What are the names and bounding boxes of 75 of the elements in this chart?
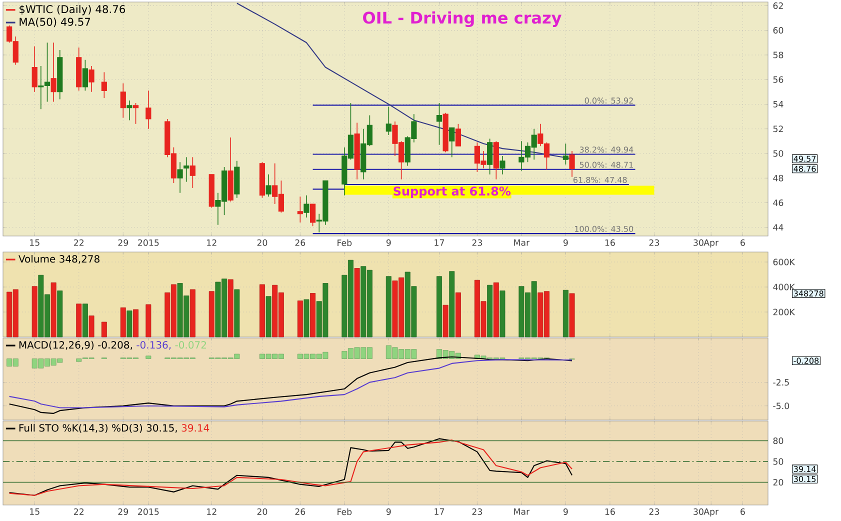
x-tick-label: 26: [295, 239, 306, 246]
x-tick-label: 9: [386, 508, 391, 515]
x-tick-label: 6: [740, 239, 745, 246]
y-tick-label: 50: [773, 458, 784, 465]
x-tick-label: Feb: [338, 508, 352, 516]
x-tick-label: 2015: [138, 239, 159, 246]
x-tick-label: Apr: [704, 508, 719, 516]
x-tick-label: 17: [434, 508, 444, 515]
x-tick-label: 29: [118, 239, 128, 246]
x-tick-label: 26: [295, 508, 306, 515]
x-tick-label: 17: [434, 239, 444, 246]
y-tick-label: 52: [773, 126, 783, 132]
x-tick-label: 9: [563, 239, 568, 246]
x-tick-label: 20: [257, 239, 268, 246]
x-tick-label: 29: [118, 508, 128, 515]
x-tick-label: 16: [605, 239, 615, 246]
x-tick-label: Apr: [704, 239, 719, 248]
y-tick-label: 600K: [773, 258, 796, 266]
text: 30.15: [794, 476, 816, 482]
annotation: Support at 61.8%: [394, 186, 511, 198]
series-label: -0.072: [175, 341, 206, 349]
text: 39.14: [794, 466, 816, 472]
x-tick-label: Feb: [338, 239, 352, 246]
x-tick-label: 22: [74, 239, 84, 246]
series-label: 100.0%: 43.50: [575, 226, 634, 232]
y-tick-label: 20: [773, 478, 784, 486]
x-tick-label: 23: [472, 508, 482, 515]
y-tick-label: 58: [773, 52, 784, 58]
y-tick-label: -5.0: [773, 402, 790, 410]
x-tick-label: 23: [472, 239, 482, 246]
text: -0.136,: [136, 341, 171, 350]
legend-label: MA(50) 49.57: [20, 18, 90, 28]
x-tick-label: 12: [207, 508, 216, 515]
x-tick-label: 2015: [138, 508, 159, 515]
y-tick-label: 50: [773, 150, 784, 157]
legend-label: Volume 348,278: [18, 254, 100, 264]
x-tick-label: 30: [694, 508, 704, 515]
series-label: 0.0%: 53.92: [584, 98, 633, 104]
text: OIL - Driving me crazy: [363, 11, 562, 27]
text: 49.57: [794, 156, 816, 162]
x-tick-label: 6: [740, 508, 745, 515]
x-tick-label: Mar: [514, 239, 530, 246]
legend-label: $WTIC (Daily) 48.76: [20, 4, 126, 16]
x-tick-label: 20: [257, 508, 268, 515]
x-tick-label: Mar: [514, 508, 530, 515]
text: MACD(12,26,9) -0.208,: [19, 340, 132, 350]
y-tick-label: 400K: [773, 284, 796, 290]
y-tick-label: 54: [773, 101, 784, 108]
series-label: 50.0%: 48.71: [580, 162, 633, 168]
y-tick-label: 62: [773, 2, 783, 9]
text: 348278: [794, 290, 824, 296]
series-label: 38.2%: 49.94: [580, 146, 634, 153]
x-tick-label: 23: [649, 508, 660, 515]
y-tick-label: 44: [773, 224, 784, 231]
y-tick-label: 200K: [773, 308, 796, 316]
y-tick-label: 48: [773, 174, 784, 182]
x-tick-label: 12: [207, 239, 216, 246]
text: -0.208: [794, 358, 819, 364]
x-tick-label: 30: [694, 239, 704, 246]
y-tick-label: -2.5: [773, 379, 789, 386]
x-tick-label: 9: [386, 239, 391, 246]
text: Full STO %K(14,3) %D(3) 30.15,: [19, 424, 177, 433]
y-tick-label: 46: [773, 199, 784, 206]
x-tick-label: 15: [30, 239, 40, 246]
text: 48.76: [794, 166, 816, 172]
series-label: 61.8%: 47.48: [573, 176, 627, 183]
x-tick-label: 16: [605, 508, 615, 515]
x-tick-label: 23: [649, 239, 660, 246]
x-tick-label: 22: [74, 508, 84, 515]
x-tick-label: 15: [30, 508, 40, 515]
y-tick-label: 80: [773, 438, 784, 444]
text: 39.14: [182, 424, 210, 432]
y-tick-label: 56: [773, 76, 784, 83]
x-tick-label: 9: [563, 508, 568, 515]
y-tick-label: 60: [773, 27, 784, 34]
